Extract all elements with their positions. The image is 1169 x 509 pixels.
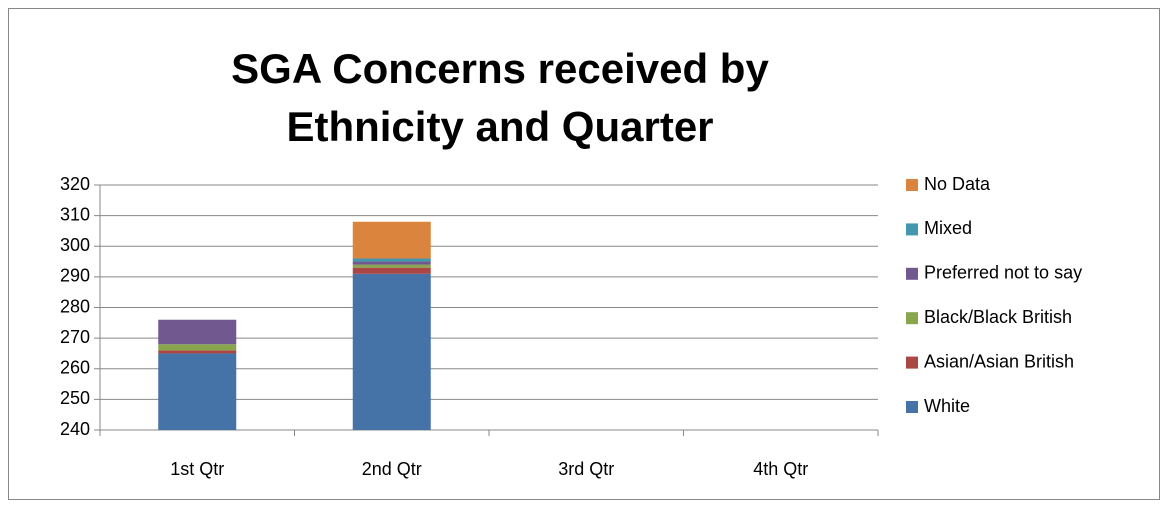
legend-label: Asian/Asian British [924,351,1074,371]
y-tick-label: 300 [60,235,90,255]
legend-swatch [906,356,918,369]
legend-label: Mixed [924,218,972,238]
chart-title: SGA Concerns received by Ethnicity and Q… [231,45,769,150]
legend-label: Preferred not to say [924,263,1082,283]
y-tick-label: 260 [60,358,90,378]
legend-swatch [906,179,918,191]
legend-label: Black/Black British [924,307,1072,327]
bar-segment [158,350,237,354]
bar-segment [158,319,237,345]
x-tick-label: 4th Qtr [753,459,808,479]
bar-segment [352,221,431,259]
legend-label: White [924,396,970,416]
bar-segment [158,344,237,351]
y-tick-label: 320 [60,174,90,194]
legend-label: No Data [924,174,991,194]
legend-swatch [906,312,918,325]
legend-swatch [906,223,918,236]
y-tick-label: 240 [60,419,90,439]
bar-segment [158,353,237,430]
bar-segment [352,273,431,430]
legend-swatch [906,401,918,413]
y-tick-label: 290 [60,266,90,286]
bar-segment [352,267,431,274]
legend-swatch [906,267,918,280]
y-tick-label: 310 [60,204,90,224]
y-tick-label: 280 [60,296,90,316]
bar-segment [352,258,431,262]
x-tick-label: 3rd Qtr [558,459,614,479]
bar-segment [352,264,431,268]
y-tick-label: 250 [60,388,90,408]
y-tick-label: 270 [60,327,90,347]
bar-segment [352,261,431,265]
x-tick-label: 2nd Qtr [362,459,422,479]
x-tick-label: 1st Qtr [170,459,224,479]
